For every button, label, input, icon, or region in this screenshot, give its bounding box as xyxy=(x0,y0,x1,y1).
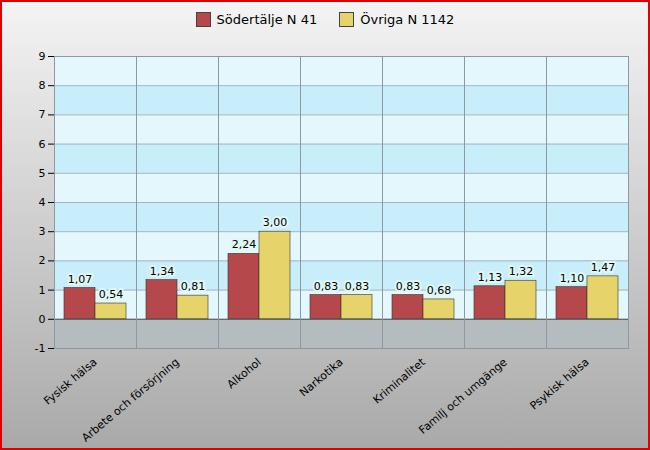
svg-text:2: 2 xyxy=(39,254,46,267)
svg-text:-1: -1 xyxy=(35,342,46,355)
svg-text:0,83: 0,83 xyxy=(345,280,370,293)
svg-text:3: 3 xyxy=(39,225,46,238)
svg-text:4: 4 xyxy=(39,196,46,209)
svg-text:0,68: 0,68 xyxy=(427,284,452,297)
svg-text:1,07: 1,07 xyxy=(68,273,93,286)
svg-text:0,83: 0,83 xyxy=(396,280,421,293)
svg-text:2,24: 2,24 xyxy=(232,238,257,251)
svg-text:1,32: 1,32 xyxy=(509,265,534,278)
svg-text:Alkohol: Alkohol xyxy=(225,356,264,392)
svg-text:Kriminalitet: Kriminalitet xyxy=(370,355,428,406)
svg-text:Narkotika: Narkotika xyxy=(297,356,346,400)
svg-text:5: 5 xyxy=(39,167,46,180)
svg-text:Psykisk hälsa: Psykisk hälsa xyxy=(527,356,591,413)
svg-text:Arbete och försörjning: Arbete och försörjning xyxy=(79,356,181,445)
svg-text:0,54: 0,54 xyxy=(99,288,124,301)
svg-text:0: 0 xyxy=(39,313,46,326)
svg-text:1,47: 1,47 xyxy=(591,261,616,274)
svg-text:3,00: 3,00 xyxy=(263,216,288,229)
svg-text:1,10: 1,10 xyxy=(560,272,585,285)
html-text:Södertälje N 41: Södertälje N 41 xyxy=(216,11,318,27)
svg-text:0,83: 0,83 xyxy=(314,280,339,293)
svg-text:9: 9 xyxy=(39,50,46,63)
svg-text:1,34: 1,34 xyxy=(150,265,175,278)
svg-text:0,81: 0,81 xyxy=(181,280,206,293)
svg-text:1,13: 1,13 xyxy=(478,271,503,284)
svg-text:Fysisk hälsa: Fysisk hälsa xyxy=(41,356,99,408)
svg-text:6: 6 xyxy=(39,138,46,151)
svg-text:1: 1 xyxy=(39,284,46,297)
html-text:Övriga N 1142: Övriga N 1142 xyxy=(360,11,455,27)
svg-text:8: 8 xyxy=(39,79,46,92)
svg-text:7: 7 xyxy=(39,108,46,121)
svg-text:Familj och umgänge: Familj och umgänge xyxy=(416,355,509,436)
